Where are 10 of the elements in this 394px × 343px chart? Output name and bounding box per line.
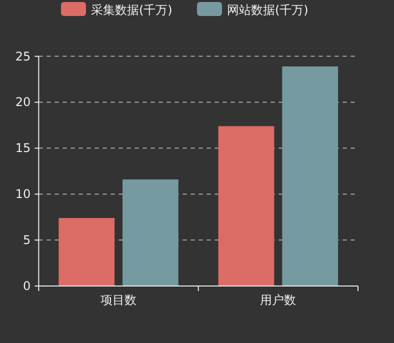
y-tick-label: 0 — [23, 279, 31, 293]
y-tick-label: 5 — [23, 233, 31, 248]
y-tick-label: 15 — [15, 141, 31, 156]
legend-label: 网站数据(千万) — [227, 3, 308, 17]
x-tick-label: 用户数 — [260, 293, 296, 307]
y-tick-label: 20 — [15, 95, 31, 110]
legend-label: 采集数据(千万) — [91, 3, 172, 17]
x-tick-label: 项目数 — [100, 293, 137, 307]
y-tick-label: 10 — [15, 187, 31, 202]
y-tick-label: 25 — [15, 49, 31, 64]
